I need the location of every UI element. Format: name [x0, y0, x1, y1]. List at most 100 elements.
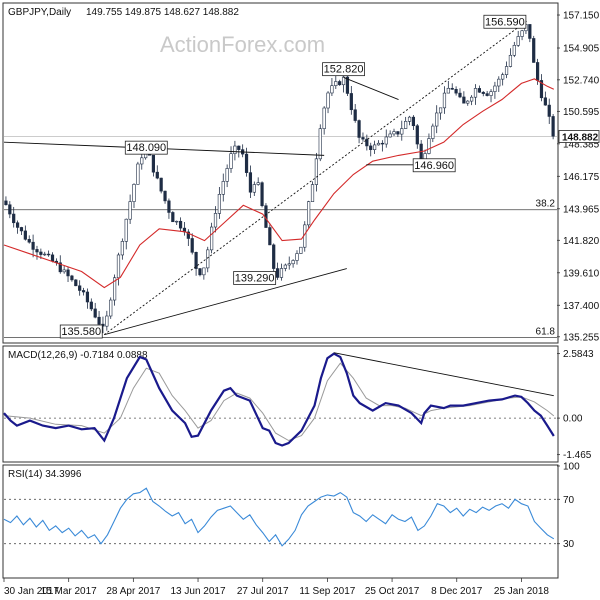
candle-body — [470, 96, 474, 102]
rsi-y-tick-label: 100 — [563, 462, 580, 473]
rsi-title: RSI(14) 34.3996 — [8, 469, 82, 480]
x-tick-label: 15 Mar 2017 — [41, 586, 98, 597]
candle-body — [62, 269, 66, 273]
candle-body — [551, 116, 555, 137]
candle-body — [295, 253, 299, 261]
candle-body — [116, 254, 121, 279]
candle-body — [442, 92, 447, 109]
fib-level-label: 38.2 — [536, 199, 556, 210]
rsi-panel-frame — [2, 464, 559, 579]
candle-body — [365, 138, 369, 147]
candle-body — [272, 244, 276, 269]
candle-body — [376, 142, 381, 146]
candle-body — [70, 275, 74, 281]
price-y-tick-label: 139.610 — [563, 268, 600, 279]
candle-body — [318, 128, 322, 160]
candle-body — [132, 184, 136, 202]
candle-body — [380, 142, 384, 145]
candle-body — [543, 97, 547, 106]
trendline-triangle-top — [343, 77, 399, 100]
x-tick-label: 25 Oct 2017 — [365, 586, 420, 597]
candle-body — [341, 76, 346, 86]
candle-body — [307, 201, 311, 226]
macd-layer — [3, 352, 557, 447]
sma-line — [3, 78, 555, 289]
candle-body — [322, 107, 326, 130]
candle-body — [81, 290, 86, 293]
candle-body — [50, 254, 55, 262]
candle-body — [283, 264, 287, 269]
candle-body — [392, 131, 396, 135]
candle-body — [334, 81, 338, 86]
candle-body — [47, 253, 51, 256]
candle-body — [256, 182, 260, 185]
candle-body — [221, 181, 225, 195]
candle-body — [357, 120, 361, 138]
candle-body — [466, 100, 470, 104]
candle-body — [120, 241, 124, 256]
candle-body — [287, 263, 291, 266]
candle-body — [244, 153, 249, 173]
candle-body — [446, 87, 450, 94]
price-ohlc: 149.755 149.875 148.627 148.882 — [86, 7, 239, 18]
price-annotation-box — [124, 140, 168, 155]
candle-body — [454, 89, 458, 94]
candle-body — [279, 268, 284, 278]
candle-body — [485, 93, 489, 96]
current-price-tag-label: 148.882 — [562, 133, 599, 144]
macd-y-tick-label: 0.00 — [563, 414, 583, 425]
candle-body — [415, 125, 419, 145]
price-y-tick-label: 152.740 — [563, 75, 600, 86]
price-annotation-box — [412, 158, 456, 173]
candle-body — [210, 226, 214, 251]
candle-body — [124, 218, 128, 242]
candle-body — [15, 222, 20, 228]
candle-body — [178, 220, 183, 229]
macd-line — [3, 352, 555, 447]
candle-body — [314, 158, 318, 185]
candle-body — [516, 36, 520, 46]
candle-body — [136, 163, 140, 185]
price-annotation-box — [322, 62, 365, 77]
macd-signal-line — [3, 362, 555, 442]
candle-body — [128, 201, 132, 220]
price-y-tick-label: 148.385 — [563, 139, 600, 150]
x-tick-label: 13 Jun 2017 — [171, 586, 226, 597]
price-annotation-box — [483, 14, 527, 29]
candle-body — [85, 291, 90, 303]
candle-body — [186, 231, 190, 239]
candle-body — [512, 45, 516, 56]
price-y-tick-label: 154.905 — [563, 44, 600, 55]
macd-y-tick-label: 2.5843 — [563, 349, 594, 360]
candle-body — [248, 172, 253, 193]
macd-title: MACD(12,26,9) -0.7184 0.0888 — [8, 350, 148, 361]
candle-body — [113, 277, 117, 301]
candle-body — [349, 93, 353, 111]
price-annotation-label: 135.580 — [61, 326, 101, 338]
candle-body — [225, 168, 229, 182]
candle-body — [58, 262, 62, 273]
candle-body — [171, 212, 175, 223]
candle-body — [411, 116, 416, 127]
candle-body — [427, 138, 431, 154]
candle-body — [330, 85, 334, 94]
candle-body — [458, 92, 462, 98]
trendline-lower-support — [104, 268, 347, 336]
candle-body — [407, 116, 412, 122]
candle-body — [12, 213, 16, 224]
candle-body — [435, 112, 439, 127]
axis-labels: 157.150 154.905 152.740 150.595 148.385 146.1… — [3, 11, 600, 597]
candle-body — [326, 92, 330, 109]
rsi-line — [3, 487, 555, 547]
candle-body — [275, 268, 280, 278]
candle-body — [105, 315, 109, 327]
candle-body — [194, 252, 198, 269]
candle-body — [233, 145, 237, 154]
candle-body — [400, 128, 404, 135]
candle-body — [481, 91, 485, 94]
candle-body — [547, 104, 551, 117]
candle-body — [155, 171, 159, 179]
candle-body — [388, 133, 392, 138]
candle-body — [473, 88, 478, 98]
